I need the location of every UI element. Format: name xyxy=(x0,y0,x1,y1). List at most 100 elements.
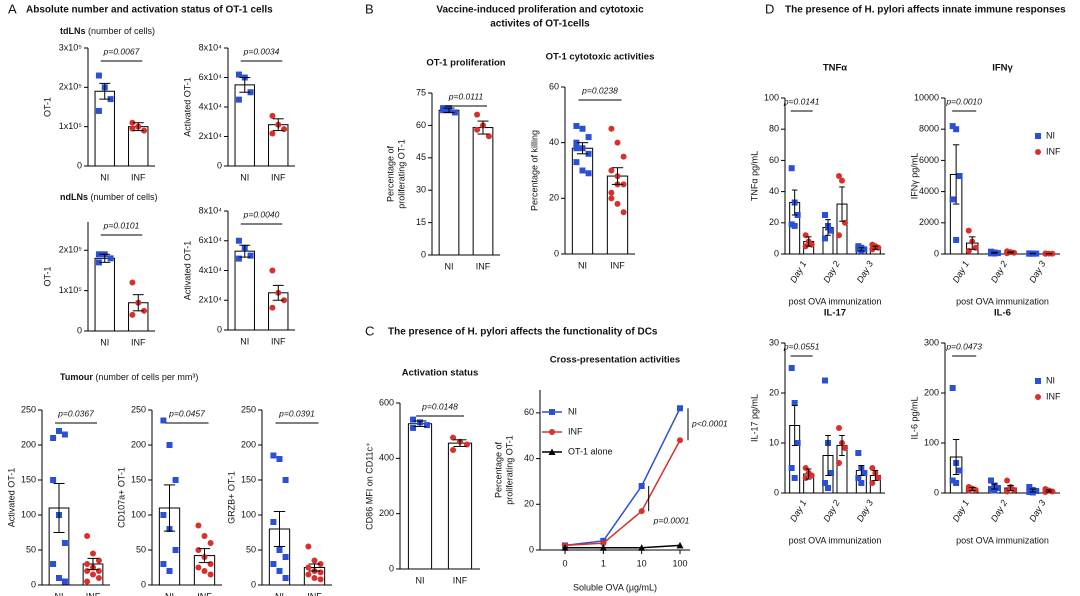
x-axis-label: post OVA immunization xyxy=(956,296,1049,306)
point xyxy=(573,122,580,129)
panel-title: activites of OT-1cells xyxy=(490,19,590,30)
x-tick-label: NI xyxy=(55,591,64,596)
point xyxy=(317,576,324,583)
x-axis-label: Soluble OVA (µg/mL) xyxy=(573,582,657,592)
point xyxy=(794,212,801,218)
point xyxy=(276,568,283,574)
point xyxy=(788,465,795,471)
y-tick-label: 60 xyxy=(416,120,426,130)
point xyxy=(956,467,963,474)
panel-title: The presence of H. pylori affects innate… xyxy=(785,5,1066,16)
y-tick-label: 10000 xyxy=(914,92,939,102)
chart-title: IL-6 xyxy=(994,308,1011,319)
y-axis-label: Percentage of xyxy=(493,441,503,498)
point xyxy=(311,575,318,581)
point xyxy=(836,232,842,239)
point xyxy=(235,255,242,262)
point xyxy=(160,561,167,567)
point xyxy=(994,250,1001,257)
x-tick-label: NI xyxy=(100,172,109,182)
y-tick-label: 20 xyxy=(769,387,779,397)
y-axis-label: CD86 MFI on CD11c⁺ xyxy=(364,442,374,530)
point xyxy=(561,544,569,551)
point xyxy=(247,89,254,96)
x-tick-label: Day 1 xyxy=(951,498,971,523)
point xyxy=(61,540,68,546)
point xyxy=(84,578,91,585)
y-axis-label: OT-1 xyxy=(42,97,52,117)
y-tick-label: 0 xyxy=(421,249,426,259)
y-tick-label: 4000 xyxy=(919,186,939,196)
point xyxy=(129,119,136,126)
p-value: p=0.0238 xyxy=(581,85,618,95)
point xyxy=(953,126,960,133)
p-value: p<0.0001 xyxy=(691,419,728,429)
chart-title: Activation status xyxy=(402,368,479,379)
point xyxy=(972,487,979,493)
point xyxy=(788,365,795,371)
y-tick-label: 40 xyxy=(769,186,779,196)
point xyxy=(305,571,312,578)
x-tick-label: NI xyxy=(578,260,587,270)
legend-label: INF xyxy=(568,426,583,436)
y-tick-label: 0 xyxy=(934,248,939,258)
y-tick-label: 40 xyxy=(549,137,559,147)
point xyxy=(270,452,277,459)
y-tick-label: 600 xyxy=(379,397,394,407)
point xyxy=(282,575,289,581)
p-value: p=0.0001 xyxy=(653,515,690,525)
y-tick-label: 400 xyxy=(379,453,394,463)
y-tick-label: 100 xyxy=(764,92,779,102)
point xyxy=(282,554,289,560)
point xyxy=(474,126,481,133)
x-tick-label: 10 xyxy=(637,558,647,568)
y-axis-label: proliferating OT-1 xyxy=(504,435,514,505)
heading: Tumour (number of cells per mm³) xyxy=(60,372,198,382)
point xyxy=(450,447,457,454)
p-value: p=0.0101 xyxy=(103,220,140,230)
y-tick-label: 30 xyxy=(416,185,426,195)
point xyxy=(949,123,956,130)
point xyxy=(953,480,960,486)
point xyxy=(988,250,994,257)
x-tick-label: INF xyxy=(610,260,625,270)
x-tick-label: Day 3 xyxy=(1027,259,1047,284)
x-tick-label: Day 3 xyxy=(855,498,875,523)
y-tick-label: 0 xyxy=(554,248,559,258)
point xyxy=(828,227,834,234)
panel-letter: C xyxy=(365,323,374,338)
point xyxy=(608,125,615,132)
y-axis-label: TNFα pg/mL xyxy=(749,151,759,201)
point xyxy=(869,465,876,471)
point xyxy=(988,486,994,492)
point xyxy=(61,578,68,585)
y-tick-label: 4x10⁴ xyxy=(199,101,223,111)
heading-bold: tdLNs xyxy=(60,26,86,36)
y-axis-label: IL-17 pg/mL xyxy=(749,394,759,442)
point xyxy=(875,244,882,251)
point xyxy=(788,165,795,172)
point xyxy=(836,460,842,466)
line xyxy=(564,407,681,547)
point xyxy=(965,247,972,254)
point xyxy=(235,96,242,103)
point xyxy=(842,219,848,226)
point xyxy=(855,475,862,481)
x-tick-label: 100 xyxy=(672,558,687,568)
y-tick-label: 200 xyxy=(241,439,256,449)
y-tick-label: 1x10⁵ xyxy=(59,121,83,131)
y-tick-label: 80 xyxy=(769,124,779,134)
point xyxy=(549,429,555,435)
point xyxy=(474,111,481,118)
y-tick-label: 0 xyxy=(934,487,939,497)
point xyxy=(317,569,324,576)
y-axis-label: Percentage of xyxy=(385,145,395,202)
point xyxy=(207,561,214,567)
point xyxy=(235,237,242,244)
point xyxy=(791,222,798,229)
y-tick-label: 0 xyxy=(529,544,534,554)
legend-label: NI xyxy=(568,406,577,416)
legend-label: OT-1 alone xyxy=(568,446,613,456)
point xyxy=(1035,378,1041,384)
x-tick-label: NI xyxy=(100,337,109,347)
